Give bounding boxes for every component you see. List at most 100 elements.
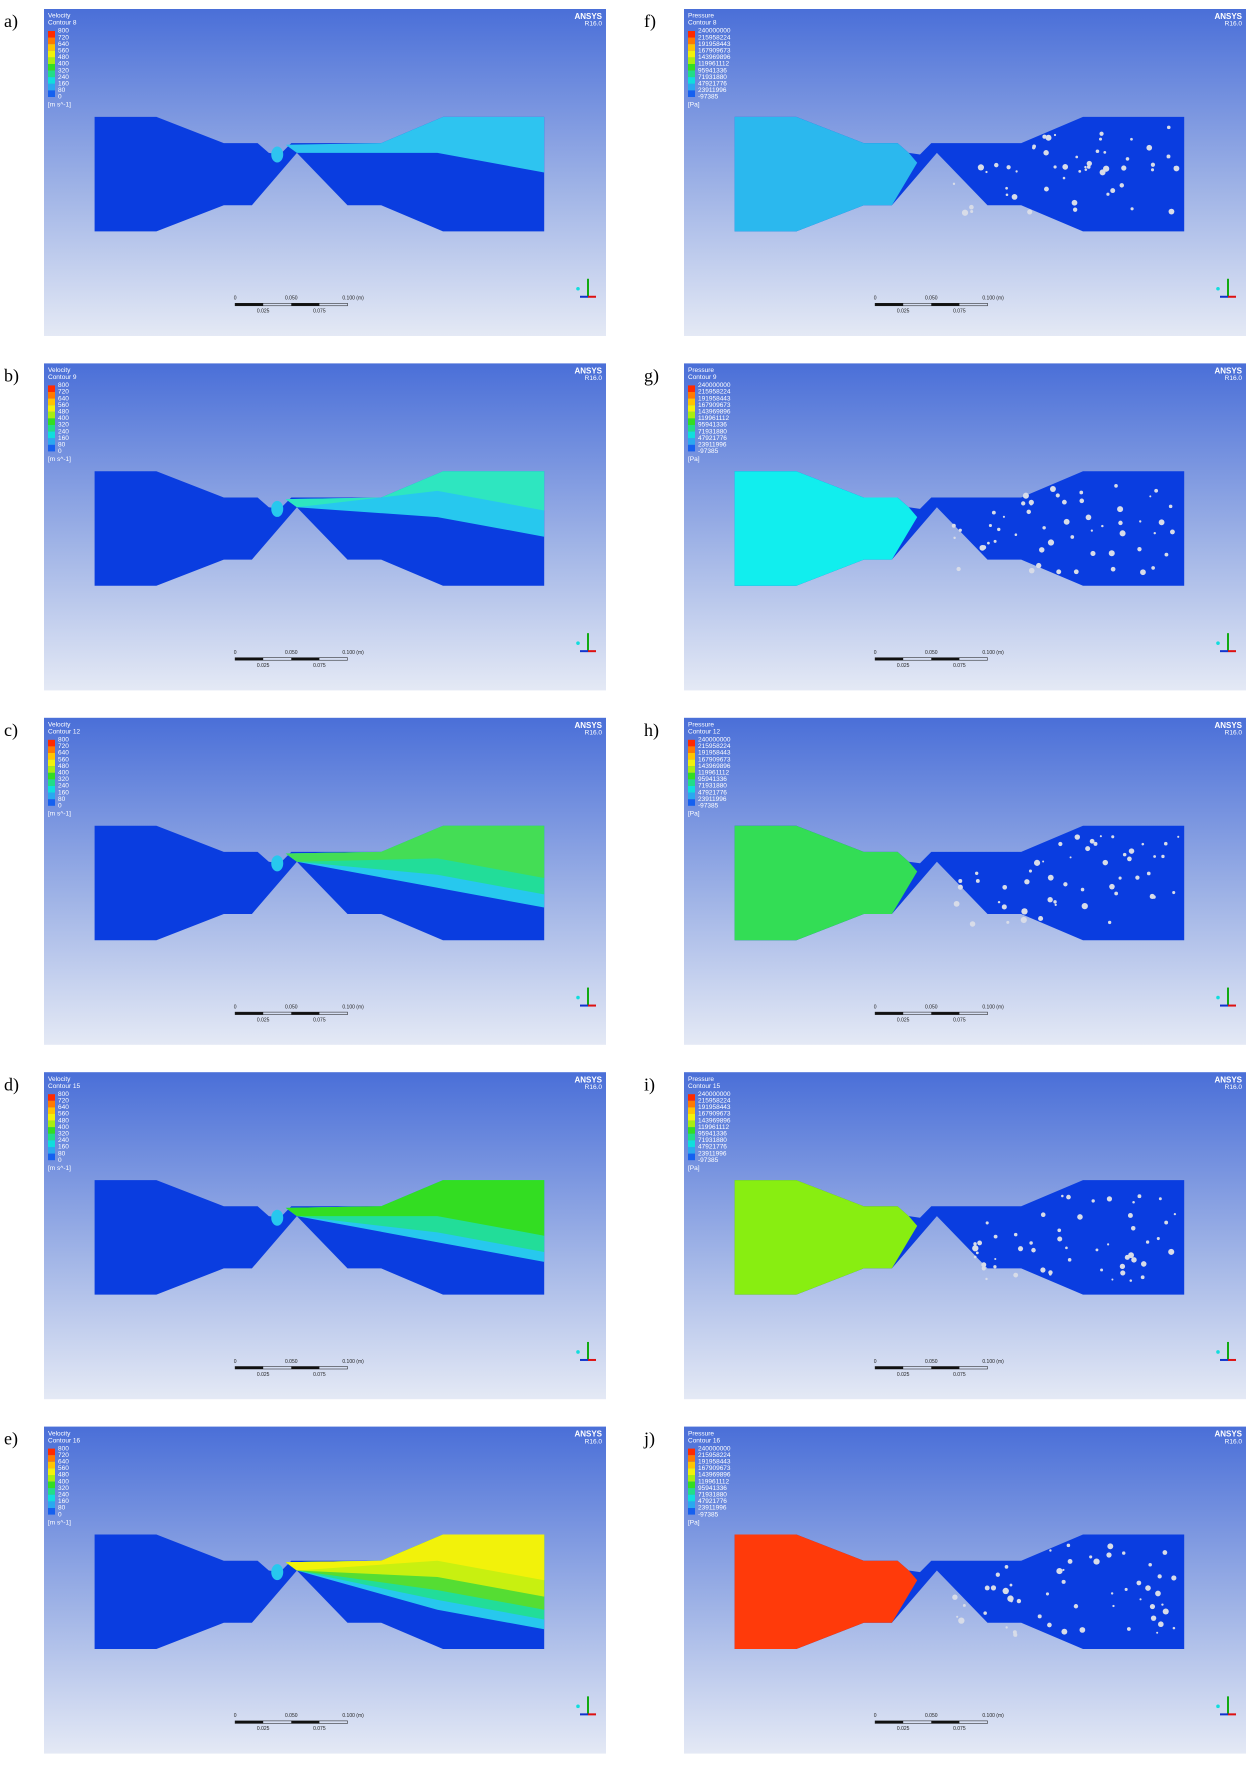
legend-unit: [Pa]	[688, 1519, 700, 1526]
colorbar-band	[48, 753, 55, 760]
logo-version: R16.0	[585, 375, 603, 382]
legend-contour: Contour 12	[688, 729, 721, 736]
legend-unit: [m s^-1]	[48, 102, 71, 109]
scale-label: 0.050	[925, 1359, 938, 1365]
scale-label: 0	[874, 296, 877, 302]
cavitation-dot	[1177, 836, 1179, 838]
scale-label: 0.025	[897, 1017, 910, 1023]
colorbar-band	[48, 412, 55, 419]
colorbar-band	[688, 753, 695, 760]
logo-version: R16.0	[585, 730, 603, 737]
scale-label: 0.025	[897, 309, 910, 315]
cavitation-dot	[1111, 1592, 1113, 1594]
scale-label: 0.075	[953, 1726, 966, 1732]
colorbar-band	[48, 38, 55, 45]
legend-contour: Contour 16	[48, 1437, 81, 1444]
cavitation-dot	[1046, 1592, 1049, 1595]
logo-version: R16.0	[1225, 1438, 1243, 1445]
cavitation-dot	[1002, 904, 1007, 909]
cavitation-dot	[972, 1245, 978, 1251]
triad-dot	[576, 287, 580, 291]
scale-label: 0.050	[925, 1713, 938, 1719]
legend-contour: Contour 15	[688, 1083, 721, 1090]
colorbar-band	[48, 64, 55, 71]
scale-bar	[875, 303, 903, 306]
colorbar-band	[688, 1154, 695, 1161]
cavitation-dot	[1118, 521, 1122, 525]
legend-contour: Contour 8	[48, 20, 77, 27]
cavitation-dot	[1163, 1608, 1169, 1614]
cavitation-dot	[1096, 149, 1100, 153]
scale-label: 0.075	[313, 1017, 326, 1023]
cavitation-dot	[1005, 1626, 1007, 1628]
scale-label: 0.050	[285, 650, 298, 656]
colorbar-band	[688, 64, 695, 71]
colorbar-label: -97385	[698, 1157, 719, 1164]
scale-label: 0.100 (m)	[342, 1713, 364, 1719]
scale-label: 0.100 (m)	[982, 1713, 1004, 1719]
colorbar-band	[48, 1140, 55, 1147]
cavitation-dot	[987, 542, 990, 545]
cavitation-dot	[1068, 1258, 1072, 1262]
colorbar-band	[48, 31, 55, 38]
scale-label: 0.100 (m)	[982, 1359, 1004, 1365]
triad-dot	[576, 1705, 580, 1709]
colorbar-band	[688, 432, 695, 439]
cavitation-dot	[1048, 875, 1054, 881]
colorbar-band	[688, 399, 695, 406]
colorbar-band	[688, 1482, 695, 1489]
cavitation-dot	[1169, 209, 1175, 215]
cavitation-dot	[962, 210, 968, 216]
cavitation-dot	[1003, 1588, 1009, 1594]
scale-label: 0	[234, 296, 237, 302]
scale-label: 0.075	[953, 1372, 966, 1378]
cavitation-dot	[998, 901, 1000, 903]
cavitation-dot	[1109, 550, 1115, 556]
cavitation-dot	[1120, 1264, 1125, 1269]
cavitation-dot	[1165, 553, 1169, 557]
legend-title: Pressure	[688, 722, 714, 729]
cavitation-dot	[976, 1251, 979, 1254]
cavitation-dot	[1034, 860, 1040, 866]
colorbar-band	[688, 418, 695, 425]
colorbar-band	[688, 90, 695, 97]
colorbar-band	[48, 1462, 55, 1469]
cavitation-dot	[1154, 489, 1158, 493]
throat-contour	[271, 855, 283, 871]
cavitation-dot	[1013, 1273, 1018, 1278]
cavitation-dot	[1130, 1279, 1133, 1282]
colorbar-band	[48, 1482, 55, 1489]
cavitation-dot	[1120, 183, 1124, 187]
colorbar-band	[48, 773, 55, 780]
colorbar-band	[48, 1501, 55, 1508]
cavitation-dot	[953, 537, 955, 539]
cavitation-dot	[1096, 1248, 1099, 1251]
colorbar-band	[688, 1449, 695, 1456]
scale-bar	[291, 1367, 319, 1370]
colorbar-band	[688, 1094, 695, 1101]
triad-dot	[1216, 641, 1220, 645]
cavitation-dot	[1072, 200, 1078, 206]
scale-label: 0	[234, 1004, 237, 1010]
scale-label: 0.025	[897, 1372, 910, 1378]
cavitation-dot	[1110, 188, 1115, 193]
cavitation-dot	[1006, 921, 1009, 924]
colorbar-band	[48, 786, 55, 793]
cavitation-dot	[1125, 1255, 1130, 1260]
cavitation-dot	[1127, 857, 1132, 862]
scale-label: 0	[874, 1004, 877, 1010]
panel-label: c)	[4, 720, 18, 741]
cavitation-dot	[1089, 1555, 1092, 1558]
scale-label: 0	[874, 1359, 877, 1365]
legend-contour: Contour 15	[48, 1083, 81, 1090]
cavitation-dot	[1146, 1240, 1149, 1243]
cavitation-dot	[1170, 529, 1175, 534]
colorbar-band	[688, 1455, 695, 1462]
cavitation-dot	[1137, 547, 1141, 551]
cavitation-dot	[1006, 165, 1010, 169]
cavitation-dot	[1056, 1568, 1062, 1574]
cavitation-dot	[1107, 1243, 1109, 1245]
cavitation-dot	[991, 1585, 996, 1590]
cavitation-dot	[994, 540, 997, 543]
scale-label: 0.025	[257, 1372, 270, 1378]
